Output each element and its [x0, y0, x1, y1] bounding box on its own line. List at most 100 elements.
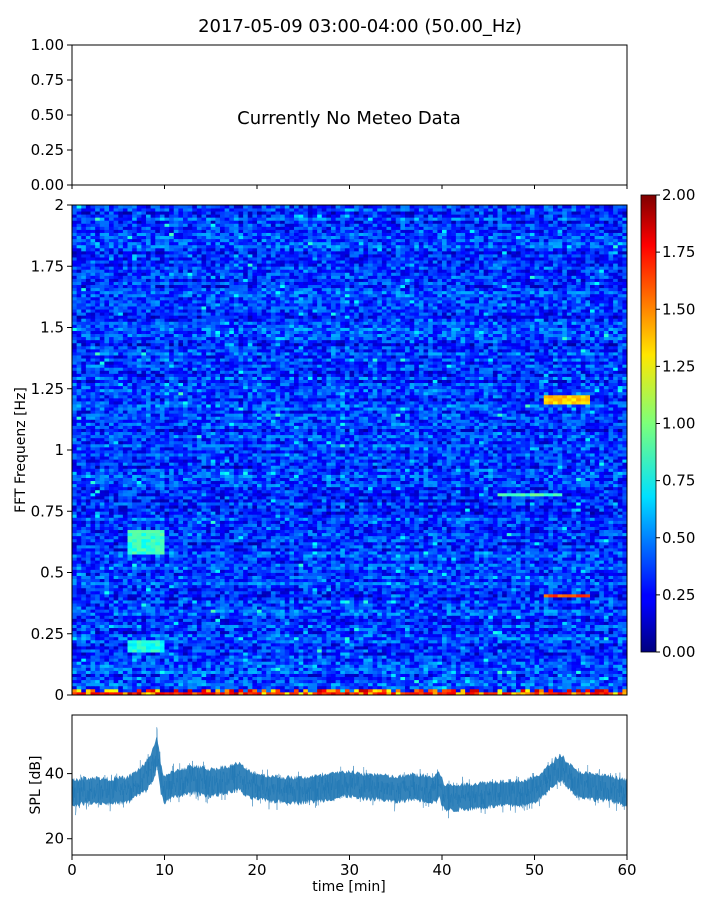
- heatmap-cell: [506, 569, 512, 573]
- heatmap-cell: [418, 667, 424, 671]
- heatmap-cell: [603, 685, 609, 690]
- heatmap-cell: [553, 649, 559, 653]
- heatmap-cell: [270, 569, 276, 573]
- heatmap-cell: [289, 624, 295, 629]
- heatmap-cell: [146, 572, 152, 576]
- heatmap-cell: [127, 670, 133, 674]
- heatmap-cell: [243, 578, 249, 583]
- heatmap-cell: [497, 627, 503, 632]
- heatmap-cell: [81, 646, 87, 650]
- heatmap-cell: [599, 600, 605, 604]
- heatmap-cell: [298, 606, 304, 610]
- heatmap-cell: [132, 584, 138, 589]
- heatmap-cell: [247, 578, 253, 583]
- heatmap-cell: [85, 593, 91, 598]
- heatmap-cell: [220, 603, 226, 607]
- heatmap-cell: [418, 691, 424, 696]
- heatmap-cell: [303, 627, 309, 632]
- heatmap-cell: [455, 606, 461, 610]
- heatmap-cell: [599, 655, 605, 659]
- heatmap-cell: [141, 649, 147, 653]
- heatmap-cell: [220, 667, 226, 671]
- heatmap-cell: [220, 636, 226, 641]
- heatmap-cell: [187, 633, 193, 638]
- heatmap-cell: [488, 649, 494, 653]
- heatmap-cell: [81, 597, 87, 601]
- heatmap-cell: [492, 633, 498, 638]
- heatmap-cell: [358, 603, 364, 607]
- heatmap-cell: [469, 673, 475, 678]
- heatmap-cell: [358, 649, 364, 653]
- heatmap-cell: [113, 633, 119, 638]
- heatmap-cell: [432, 655, 438, 659]
- heatmap-cell: [233, 621, 239, 625]
- heatmap-cell: [192, 584, 198, 589]
- heatmap-cell: [511, 673, 517, 678]
- heatmap-cell: [363, 664, 369, 668]
- heatmap-cell: [516, 664, 522, 668]
- heatmap-cell: [81, 572, 87, 576]
- heatmap-cell: [539, 624, 545, 629]
- heatmap-cell: [340, 590, 346, 595]
- heatmap-cell: [155, 584, 161, 589]
- heatmap-cell: [428, 609, 434, 613]
- heatmap-cell: [210, 572, 216, 576]
- heatmap-cell: [400, 652, 406, 656]
- heatmap-cell: [363, 627, 369, 632]
- heatmap-cell: [529, 572, 535, 576]
- heatmap-cell: [511, 624, 517, 629]
- heatmap-cell: [270, 664, 276, 668]
- heatmap-cell: [363, 670, 369, 674]
- heatmap-cell: [377, 673, 383, 678]
- heatmap-cell: [460, 670, 466, 674]
- heatmap-cell: [405, 630, 411, 635]
- heatmap-cell: [442, 587, 448, 592]
- heatmap-cell: [529, 615, 535, 619]
- heatmap-cell: [141, 673, 147, 678]
- heatmap-cell: [243, 679, 249, 684]
- heatmap-cell: [414, 639, 420, 644]
- heatmap-cell: [488, 670, 494, 674]
- heatmap-cell: [372, 627, 378, 632]
- heatmap-cell: [201, 664, 207, 668]
- heatmap-cell: [442, 664, 448, 668]
- heatmap-cell: [229, 612, 235, 616]
- heatmap-cell: [377, 649, 383, 653]
- heatmap-cell: [289, 664, 295, 668]
- heatmap-cell: [294, 676, 300, 681]
- heatmap-cell: [183, 600, 189, 604]
- heatmap-cell: [571, 652, 577, 656]
- heatmap-cell: [566, 685, 572, 690]
- heatmap-cell: [368, 597, 374, 601]
- heatmap-cell: [155, 676, 161, 681]
- heatmap-cell: [275, 658, 281, 662]
- heatmap-cell: [414, 685, 420, 690]
- heatmap-cell: [502, 691, 508, 696]
- heatmap-cell: [585, 664, 591, 668]
- heatmap-cell: [146, 600, 152, 604]
- heatmap-cell: [159, 600, 165, 604]
- heatmap-cell: [469, 621, 475, 625]
- heatmap-cell: [400, 578, 406, 583]
- heatmap-cell: [418, 652, 424, 656]
- heatmap-cell: [127, 566, 133, 570]
- heatmap-cell: [418, 581, 424, 586]
- heatmap-cell: [173, 691, 179, 696]
- heatmap-cell: [502, 652, 508, 656]
- heatmap-cell: [529, 609, 535, 613]
- heatmap-cell: [317, 664, 323, 668]
- heatmap-cell: [155, 655, 161, 659]
- heatmap-cell: [368, 615, 374, 619]
- heatmap-cell: [113, 621, 119, 625]
- heatmap-cell: [613, 670, 619, 674]
- heatmap-cell: [594, 652, 600, 656]
- heatmap-cell: [590, 649, 596, 653]
- heatmap-cell: [465, 670, 471, 674]
- heatmap-cell: [525, 569, 531, 573]
- heatmap-cell: [340, 606, 346, 610]
- heatmap-cell: [405, 652, 411, 656]
- heatmap-cell: [252, 664, 258, 668]
- heatmap-cell: [224, 609, 230, 613]
- heatmap-cell: [474, 664, 480, 668]
- heatmap-cell: [553, 688, 559, 693]
